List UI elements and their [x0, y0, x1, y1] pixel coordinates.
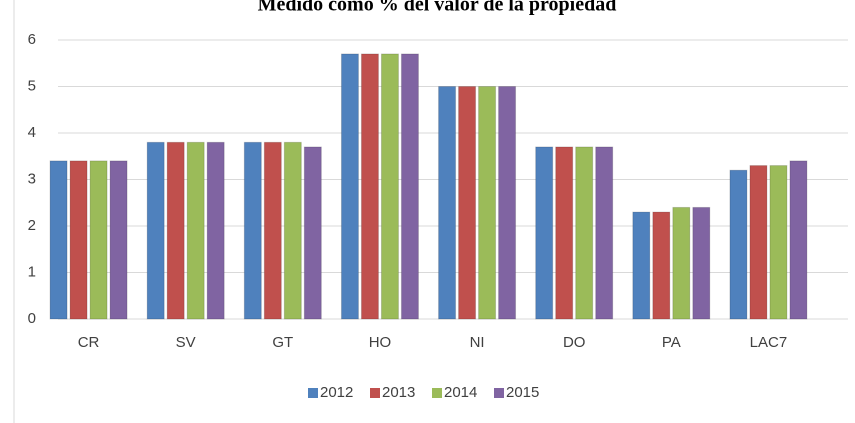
legend-label: 2013 — [382, 384, 415, 401]
y-tick-label: 0 — [28, 310, 36, 327]
bar — [283, 141, 302, 320]
legend-swatch — [494, 388, 504, 398]
bar — [400, 53, 419, 320]
bar — [595, 146, 614, 320]
legend-label: 2014 — [444, 384, 477, 401]
y-tick-label: 1 — [28, 263, 36, 280]
x-tick-label: LAC7 — [750, 334, 788, 351]
x-tick-label: NI — [470, 334, 485, 351]
bar — [89, 160, 108, 320]
bar — [69, 160, 88, 320]
bar — [555, 146, 574, 320]
bar — [109, 160, 128, 320]
bar — [729, 169, 748, 320]
bar — [652, 211, 671, 320]
bar — [166, 141, 185, 320]
x-tick-label: CR — [78, 334, 100, 351]
y-tick-label: 6 — [28, 31, 36, 48]
legend-swatch — [370, 388, 380, 398]
legend-swatch — [308, 388, 318, 398]
bar — [186, 141, 205, 320]
legend-swatch — [432, 388, 442, 398]
bar — [263, 141, 282, 320]
bar — [672, 206, 691, 320]
bar — [692, 206, 711, 320]
legend-label: 2012 — [320, 384, 353, 401]
x-tick-label: HO — [369, 334, 392, 351]
y-tick-label: 4 — [28, 124, 36, 141]
x-tick-label: GT — [272, 334, 293, 351]
bar — [478, 86, 497, 320]
bar — [632, 211, 651, 320]
bar — [789, 160, 808, 320]
bar — [340, 53, 359, 320]
bar — [146, 141, 165, 320]
bar — [535, 146, 554, 320]
bar — [458, 86, 477, 320]
x-tick-label: DO — [563, 334, 586, 351]
x-tick-label: PA — [662, 334, 681, 351]
bar — [303, 146, 322, 320]
bar — [360, 53, 379, 320]
bar — [575, 146, 594, 320]
y-tick-label: 5 — [28, 77, 36, 94]
bar — [498, 86, 517, 320]
y-tick-label: 2 — [28, 217, 36, 234]
bar — [438, 86, 457, 320]
bar — [749, 165, 768, 320]
bar — [49, 160, 68, 320]
bar — [206, 141, 225, 320]
x-tick-label: SV — [176, 334, 196, 351]
bar — [243, 141, 262, 320]
legend-label: 2015 — [506, 384, 539, 401]
y-tick-label: 3 — [28, 170, 36, 187]
bar — [380, 53, 399, 320]
bar — [769, 165, 788, 320]
chart-title: Medido como % del valor de la propiedad — [258, 0, 617, 16]
